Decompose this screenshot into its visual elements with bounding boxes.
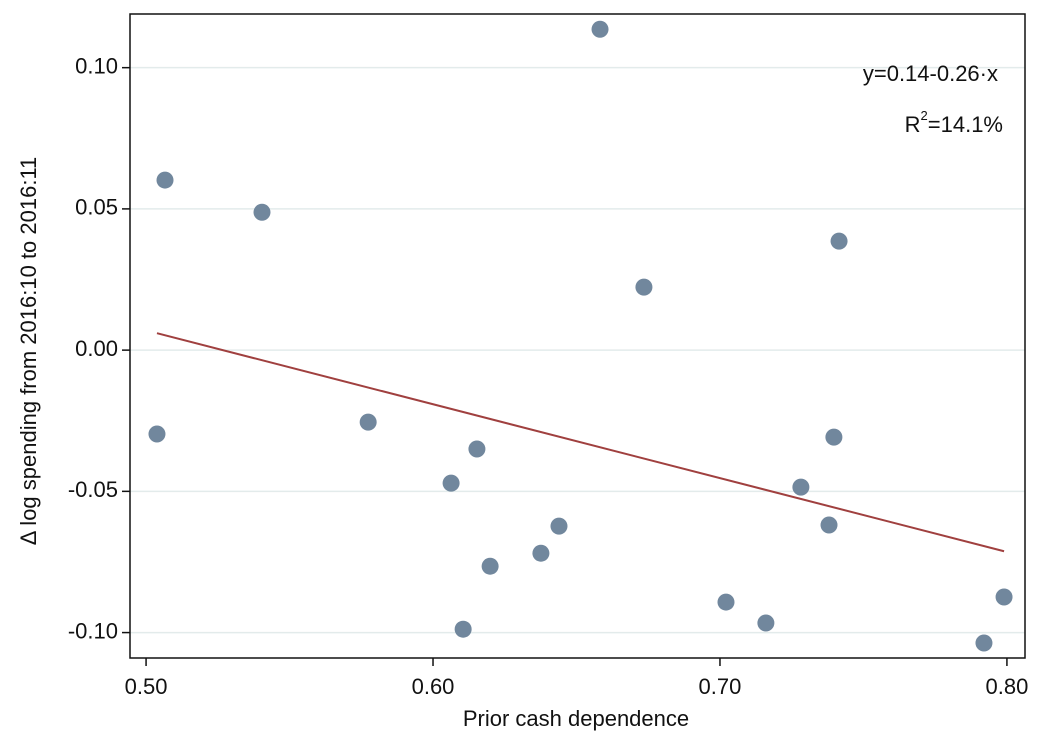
data-point [454,620,472,638]
data-point [359,413,377,431]
y-axis-label: Δ log spending from 2016:10 to 2016:11 [16,157,41,546]
x-tick-label: 0.70 [699,674,742,699]
r2-sup: 2 [921,108,928,123]
fit-line [156,332,1005,553]
r2-annotation: R2=14.1% [905,108,1003,136]
data-point [635,278,653,296]
data-point [820,516,838,534]
data-point [975,634,993,652]
y-tick-label: -0.05 [68,477,118,502]
data-point [148,425,166,443]
x-tick-label: 0.80 [986,674,1029,699]
x-tick-label: 0.50 [125,674,168,699]
data-point [442,474,460,492]
y-tick-label: 0.05 [75,195,118,220]
x-tick-label: 0.60 [412,674,455,699]
data-point [717,593,735,611]
data-point [550,517,568,535]
y-tick-label: 0.10 [75,53,118,78]
r2-text: =14.1% [928,112,1003,137]
y-tick-label: -0.10 [68,618,118,643]
plot-frame [129,13,1026,659]
data-point [253,203,271,221]
data-point [481,557,499,575]
data-point [532,544,550,562]
data-point [468,440,486,458]
data-point [830,232,848,250]
equation-annotation: y=0.14-0.26·x [863,61,998,86]
r2-base: R [905,112,921,137]
x-axis-label: Prior cash dependence [463,706,689,731]
data-point [757,614,775,632]
data-point [156,171,174,189]
data-point [995,588,1013,606]
data-point [792,478,810,496]
data-point [591,20,609,38]
data-point [825,428,843,446]
y-tick-label: 0.00 [75,336,118,361]
